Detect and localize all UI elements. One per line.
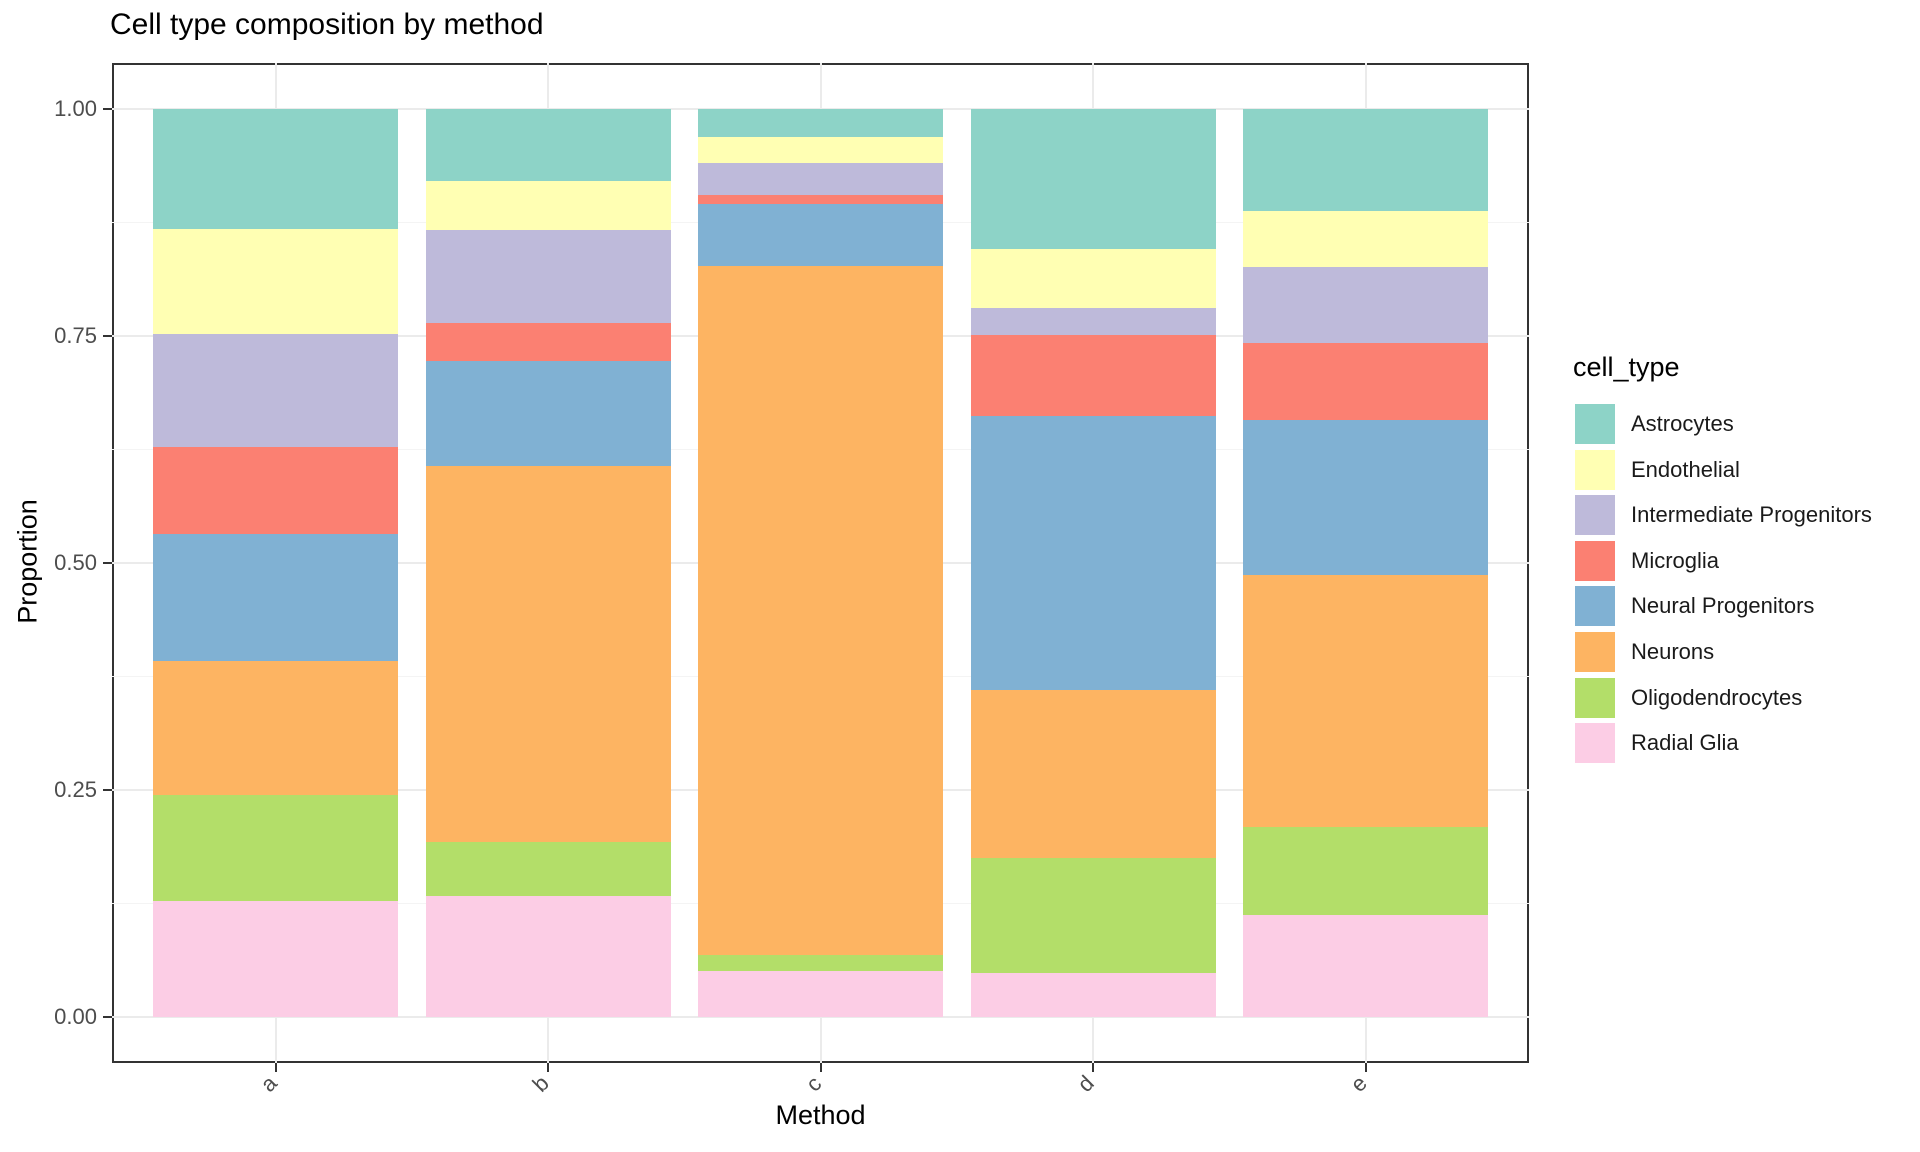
legend-label: Oligodendrocytes xyxy=(1631,684,1803,710)
bar-segment-astrocytes xyxy=(1243,109,1488,211)
x-tick-mark xyxy=(819,1063,822,1072)
legend-swatch-astrocytes xyxy=(1575,404,1615,444)
legend-swatch-endothelial xyxy=(1575,449,1615,490)
bar-segment-radial-glia xyxy=(698,970,943,1017)
x-tick-label: a xyxy=(254,1070,282,1097)
bar-segment-oligodendrocytes xyxy=(970,858,1216,973)
bar-segment-neurons xyxy=(970,690,1216,859)
legend-swatch-intermediate-progenitors xyxy=(1575,495,1615,536)
plot-title: Cell type composition by method xyxy=(110,8,544,41)
y-tick-label: 0.25 xyxy=(54,777,97,802)
bar-segment-neural-progenitors xyxy=(698,204,943,267)
legend-label: Intermediate Progenitors xyxy=(1631,502,1872,528)
bar-segment-intermediate-progenitors xyxy=(1243,266,1488,344)
bar-segment-radial-glia xyxy=(425,896,671,1017)
x-tick-label: e xyxy=(1344,1070,1372,1097)
bar-segment-neurons xyxy=(153,661,398,795)
bar-segment-neurons xyxy=(698,266,943,956)
x-axis-title: Method xyxy=(775,1100,866,1130)
bar-segment-intermediate-progenitors xyxy=(425,229,671,324)
bar-segment-neural-progenitors xyxy=(425,361,671,466)
bar-segment-radial-glia xyxy=(970,972,1216,1017)
x-tick-mark xyxy=(1092,1063,1094,1072)
bar-segment-oligodendrocytes xyxy=(153,794,398,901)
y-tick-label: 0.75 xyxy=(54,323,97,348)
y-tick-mark xyxy=(103,789,112,791)
bar-segment-neural-progenitors xyxy=(1243,420,1488,575)
legend-label: Endothelial xyxy=(1631,456,1740,482)
legend-swatch-oligodendrocytes xyxy=(1575,677,1615,718)
x-tick-mark xyxy=(274,1063,277,1072)
bar-segment-oligodendrocytes xyxy=(425,841,671,897)
legend-label: Neural Progenitors xyxy=(1631,593,1815,619)
bar-segment-endothelial xyxy=(1243,210,1488,267)
bar-segment-oligodendrocytes xyxy=(1243,827,1488,916)
bar-segment-neural-progenitors xyxy=(970,415,1216,691)
legend-label: Radial Glia xyxy=(1631,730,1739,756)
bar-segment-microglia xyxy=(970,335,1216,416)
bar-segment-microglia xyxy=(425,323,671,362)
bar-segment-endothelial xyxy=(698,137,943,163)
bar-segment-intermediate-progenitors xyxy=(698,162,943,196)
bar-segment-endothelial xyxy=(425,180,671,230)
legend-swatch-microglia xyxy=(1575,540,1615,581)
y-tick-mark xyxy=(103,335,112,337)
bar-segment-radial-glia xyxy=(1243,915,1488,1017)
x-tick-mark xyxy=(547,1063,549,1072)
bar-segment-intermediate-progenitors xyxy=(970,307,1216,336)
legend-label: Neurons xyxy=(1631,639,1715,664)
legend-swatch-radial-glia xyxy=(1575,723,1615,764)
y-tick-mark xyxy=(103,562,112,564)
y-axis-title: Proportion xyxy=(12,499,43,624)
bar-segment-radial-glia xyxy=(153,900,398,1017)
legend-label: Microglia xyxy=(1631,547,1720,573)
legend-label: Astrocytes xyxy=(1631,411,1734,436)
bar-segment-astrocytes xyxy=(970,109,1216,249)
x-tick-label: d xyxy=(1072,1070,1099,1097)
bar-segment-endothelial xyxy=(970,248,1216,308)
x-tick-mark xyxy=(1364,1063,1367,1072)
y-tick-label: 1.00 xyxy=(54,96,97,121)
y-tick-label: 0.00 xyxy=(54,1004,97,1029)
bar-segment-oligodendrocytes xyxy=(698,955,943,971)
y-tick-mark xyxy=(103,1016,112,1018)
y-tick-label: 0.50 xyxy=(54,550,97,575)
bar-segment-astrocytes xyxy=(153,109,398,229)
x-tick-label: c xyxy=(800,1070,826,1097)
bar-segment-microglia xyxy=(698,195,943,205)
bar-segment-neurons xyxy=(1243,574,1488,828)
bar-segment-neurons xyxy=(425,465,671,842)
y-tick-mark xyxy=(103,108,112,110)
bar-segment-endothelial xyxy=(153,228,398,335)
legend-swatch-neural-progenitors xyxy=(1575,586,1615,627)
legend-swatch-neurons xyxy=(1575,632,1615,672)
bar-segment-microglia xyxy=(1243,343,1488,421)
x-tick-label: b xyxy=(527,1070,554,1097)
bar-segment-microglia xyxy=(153,446,398,534)
bar-segment-neural-progenitors xyxy=(153,533,398,662)
bar-segment-astrocytes xyxy=(698,109,943,138)
bar-segment-intermediate-progenitors xyxy=(153,334,398,447)
bar-segment-astrocytes xyxy=(425,109,671,181)
legend-title: cell_type xyxy=(1573,352,1680,382)
